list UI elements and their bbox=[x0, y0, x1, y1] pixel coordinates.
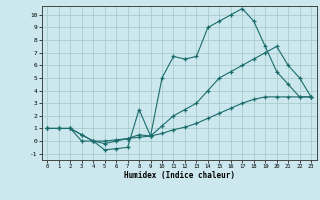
X-axis label: Humidex (Indice chaleur): Humidex (Indice chaleur) bbox=[124, 171, 235, 180]
